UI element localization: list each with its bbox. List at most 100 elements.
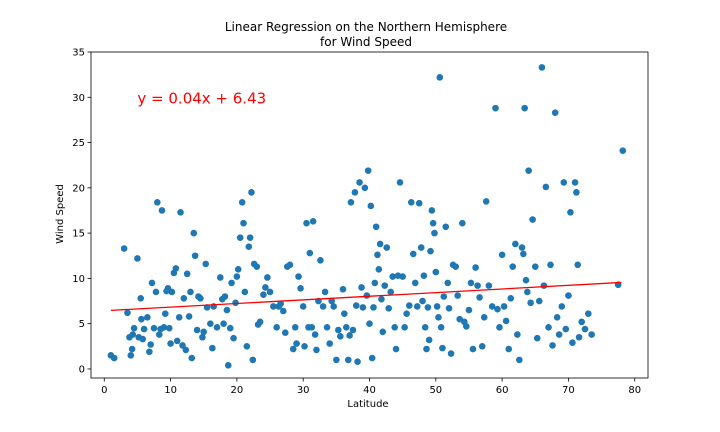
data-point <box>344 356 352 364</box>
x-tick-label: 20 <box>231 385 244 396</box>
data-point <box>571 179 579 186</box>
data-point <box>349 326 357 334</box>
data-point <box>545 323 552 331</box>
data-point <box>364 167 372 174</box>
data-point <box>415 199 423 207</box>
data-point <box>339 285 347 293</box>
data-point <box>368 354 376 362</box>
data-point <box>152 288 160 296</box>
data-point <box>372 223 380 231</box>
data-point <box>167 340 174 347</box>
data-point <box>191 252 199 260</box>
data-point <box>187 288 194 296</box>
data-point <box>407 199 415 206</box>
data-point <box>540 282 548 289</box>
data-point <box>452 263 460 270</box>
data-point <box>574 261 582 269</box>
data-point <box>420 272 428 279</box>
data-point <box>230 334 237 342</box>
data-point <box>179 342 186 349</box>
data-point <box>311 331 319 338</box>
data-point <box>516 356 523 364</box>
data-point <box>619 147 627 155</box>
data-point <box>573 189 580 196</box>
data-point <box>387 288 395 296</box>
data-point <box>379 328 387 336</box>
data-point <box>150 324 158 332</box>
data-point <box>220 320 227 327</box>
data-point <box>502 317 510 325</box>
data-point <box>527 299 534 307</box>
data-point <box>217 274 224 281</box>
y-tick-label: 25 <box>72 138 85 149</box>
data-point <box>482 198 490 205</box>
data-point <box>413 303 421 310</box>
data-point <box>146 348 153 356</box>
data-point <box>295 273 302 280</box>
data-point <box>333 356 340 364</box>
data-point <box>330 303 337 310</box>
data-point <box>243 343 251 350</box>
x-tick-label: 70 <box>562 385 575 396</box>
data-point <box>248 189 255 196</box>
data-point <box>293 340 300 347</box>
data-point <box>335 326 342 334</box>
data-point <box>423 345 430 353</box>
data-point <box>342 323 350 331</box>
data-point <box>551 109 559 116</box>
data-point <box>371 279 379 287</box>
data-point <box>137 295 145 302</box>
data-point <box>427 247 434 255</box>
data-point <box>549 342 556 349</box>
data-point <box>467 279 475 287</box>
data-point <box>190 229 198 237</box>
data-point <box>454 292 461 299</box>
data-point <box>323 323 331 331</box>
data-point <box>245 243 253 250</box>
x-tick-label: 80 <box>628 385 641 396</box>
data-point <box>260 291 267 298</box>
data-point <box>199 333 206 341</box>
data-point <box>433 303 441 310</box>
data-point <box>555 331 563 338</box>
data-point <box>127 352 135 359</box>
x-tick-label: 40 <box>363 385 376 396</box>
data-point <box>383 244 391 251</box>
data-point <box>185 313 193 320</box>
data-point <box>197 295 204 302</box>
data-point <box>439 344 446 352</box>
data-point <box>496 323 503 331</box>
data-point <box>193 326 201 334</box>
data-point <box>356 179 363 186</box>
data-point <box>148 279 156 287</box>
data-point <box>301 343 308 350</box>
data-point <box>565 292 572 299</box>
plot-area: y = 0.04x + 6.43 0 10 20 30 40 50 60 70 80 0 5 10 15 2… <box>72 48 649 396</box>
data-point <box>505 345 513 353</box>
data-point <box>469 345 477 353</box>
data-point <box>562 325 570 333</box>
data-point <box>280 307 287 315</box>
data-point <box>264 274 271 281</box>
data-point <box>524 288 531 296</box>
y-tick-label: 10 <box>72 274 85 285</box>
data-point <box>154 199 161 206</box>
data-point <box>213 323 221 331</box>
data-point <box>140 325 148 333</box>
data-point <box>221 293 229 300</box>
data-point <box>253 263 261 270</box>
data-point <box>165 324 173 332</box>
data-point <box>498 251 506 259</box>
data-point <box>396 179 404 186</box>
data-point <box>512 240 519 248</box>
data-point <box>291 323 299 331</box>
data-point <box>228 279 235 287</box>
data-point <box>128 345 136 353</box>
data-point <box>209 344 216 352</box>
x-axis-label: Latitude <box>347 399 388 410</box>
data-point <box>522 276 530 284</box>
data-point <box>202 260 210 268</box>
data-point <box>361 184 369 192</box>
data-point <box>234 266 242 273</box>
